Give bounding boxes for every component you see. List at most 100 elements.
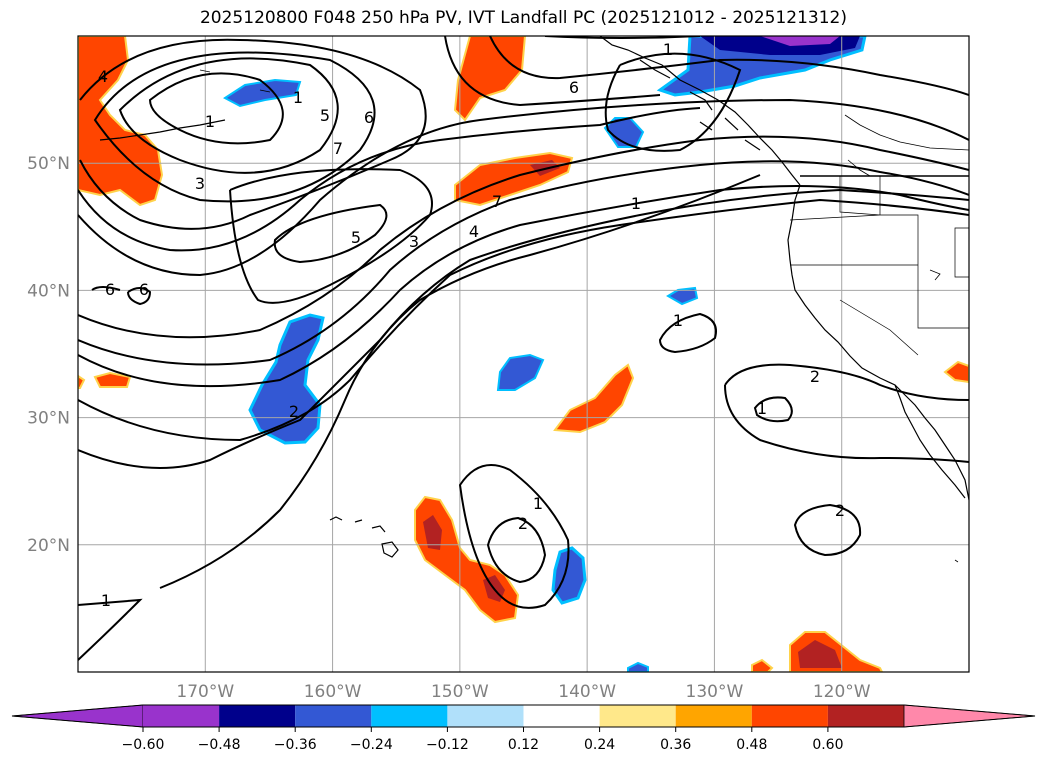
shade-baja-red bbox=[798, 640, 842, 668]
lon-tick-label: 150°W bbox=[431, 682, 489, 702]
shade-blue-a bbox=[223, 78, 302, 108]
colorbar-tick-label: −0.36 bbox=[274, 737, 317, 753]
contour-6-left bbox=[91, 286, 152, 306]
shade-hawaii-orange bbox=[414, 495, 520, 624]
coastline-alaska bbox=[599, 36, 801, 186]
contour-label: 5 bbox=[351, 228, 361, 247]
contour-4 bbox=[79, 38, 427, 230]
contour-label: 3 bbox=[409, 232, 419, 251]
contour-label: 6 bbox=[364, 108, 374, 127]
contour-label: 6 bbox=[105, 280, 115, 299]
colorbar-bin bbox=[371, 705, 448, 727]
contour-7-inner bbox=[273, 203, 388, 264]
shade-right-edge bbox=[943, 360, 969, 384]
contour-2-east bbox=[753, 396, 793, 423]
contour-1-long bbox=[78, 188, 969, 469]
contour-label: 1 bbox=[631, 194, 641, 213]
contour-label: 1 bbox=[101, 591, 111, 610]
contour-6-loop bbox=[229, 168, 433, 304]
colorbar-bin bbox=[447, 705, 524, 727]
colorbar-bin bbox=[599, 705, 676, 727]
contour-layer bbox=[78, 36, 969, 661]
contour-label: 6 bbox=[139, 280, 149, 299]
colorbar-bin bbox=[143, 705, 220, 727]
contour-label: 1 bbox=[673, 311, 683, 330]
colorbar-bin bbox=[675, 705, 752, 727]
latitude-labels: 20°N 30°N 40°N 50°N bbox=[27, 154, 70, 556]
state-borders bbox=[789, 176, 969, 356]
coastline-bc-islands bbox=[639, 59, 761, 151]
contour-3 bbox=[93, 51, 376, 203]
shade-central-blue bbox=[248, 313, 325, 445]
contour-5-a bbox=[444, 36, 661, 107]
colorbar-tick-label: 0.48 bbox=[736, 737, 767, 753]
contour-label: 5 bbox=[320, 106, 330, 125]
coastline-baja bbox=[894, 384, 966, 499]
lat-tick-label: 40°N bbox=[27, 281, 70, 301]
shade-mid-orange bbox=[553, 363, 635, 434]
contour-label: 4 bbox=[98, 67, 108, 86]
colorbar-bin bbox=[751, 705, 828, 727]
contour-label: 7 bbox=[492, 192, 502, 211]
map-frame bbox=[77, 35, 970, 673]
contour-label: 7 bbox=[333, 139, 343, 158]
shade-blue-b bbox=[603, 117, 645, 148]
contour-1-east-c bbox=[793, 503, 862, 557]
colorbar-under-arrow bbox=[11, 704, 144, 728]
contour-label: 2 bbox=[518, 514, 528, 533]
shade-small-orange bbox=[93, 371, 132, 388]
contour-6-top bbox=[489, 36, 969, 96]
contour-left-1 bbox=[78, 598, 143, 661]
colorbar-tick-label: −0.48 bbox=[198, 737, 241, 753]
shade-hawaii-red bbox=[423, 515, 442, 550]
contour-label: 1 bbox=[663, 40, 673, 59]
coastline-layer bbox=[99, 36, 969, 563]
shade-small-blue-bot bbox=[627, 661, 649, 672]
contour-2-hawaii bbox=[486, 516, 547, 584]
contour-label: 1 bbox=[533, 494, 543, 513]
lat-tick-label: 30°N bbox=[27, 409, 70, 429]
aleutian-chain bbox=[99, 119, 226, 141]
shade-top-purple bbox=[760, 36, 840, 46]
contour-2-long bbox=[78, 198, 969, 442]
colorbar-bin bbox=[827, 705, 904, 727]
longitude-labels: 170°W 160°W 150°W 140°W 130°W 120°W bbox=[176, 682, 870, 702]
contour-1-hawaii bbox=[458, 464, 570, 609]
colorbar-tick-label: 0.36 bbox=[660, 737, 691, 753]
colorbar-tick-label: −0.12 bbox=[426, 737, 469, 753]
contour-label: 3 bbox=[195, 174, 205, 193]
shade-blue-c bbox=[666, 286, 699, 306]
contour-label: 4 bbox=[469, 222, 479, 241]
shade-nw-orange bbox=[78, 36, 164, 207]
contour-1-bottom bbox=[159, 174, 761, 589]
lon-tick-label: 140°W bbox=[558, 682, 616, 702]
contour-5-long bbox=[78, 135, 969, 339]
contour-4-long bbox=[78, 160, 969, 366]
contour-label: 2 bbox=[289, 402, 299, 421]
contour-7-right bbox=[604, 52, 742, 152]
contour-3-long bbox=[78, 185, 969, 388]
colorbar-tick-label: −0.60 bbox=[122, 737, 165, 753]
colorbar-over-arrow bbox=[903, 704, 1036, 728]
contour-label: 6 bbox=[569, 78, 579, 97]
contour-2 bbox=[118, 57, 339, 174]
lat-tick-label: 50°N bbox=[27, 154, 70, 174]
colorbar-tick-label: 0.60 bbox=[812, 737, 843, 753]
lon-tick-label: 160°W bbox=[304, 682, 362, 702]
colorbar-tick-label: −0.24 bbox=[350, 737, 393, 753]
colorbar-bin bbox=[523, 705, 600, 727]
contour-1-east-b bbox=[724, 363, 969, 463]
shade-blue-e bbox=[551, 546, 587, 605]
colorbar: −0.60 −0.48 −0.36 −0.24 −0.12 0.12 0.24 0.36 0.4… bbox=[11, 704, 1036, 753]
coastline-west-us bbox=[787, 184, 969, 501]
contour-7-top bbox=[544, 36, 701, 39]
lon-tick-label: 170°W bbox=[176, 682, 234, 702]
lon-tick-label: 130°W bbox=[686, 682, 744, 702]
contour-inner-1 bbox=[148, 72, 284, 145]
shade-small-bl bbox=[751, 658, 774, 672]
coastline-canada-detail bbox=[844, 114, 969, 177]
map-title: 2025120800 F048 250 hPa PV, IVT Landfall… bbox=[199, 8, 847, 28]
shade-blue-d bbox=[496, 353, 545, 391]
colorbar-tick-label: 0.24 bbox=[584, 737, 615, 753]
